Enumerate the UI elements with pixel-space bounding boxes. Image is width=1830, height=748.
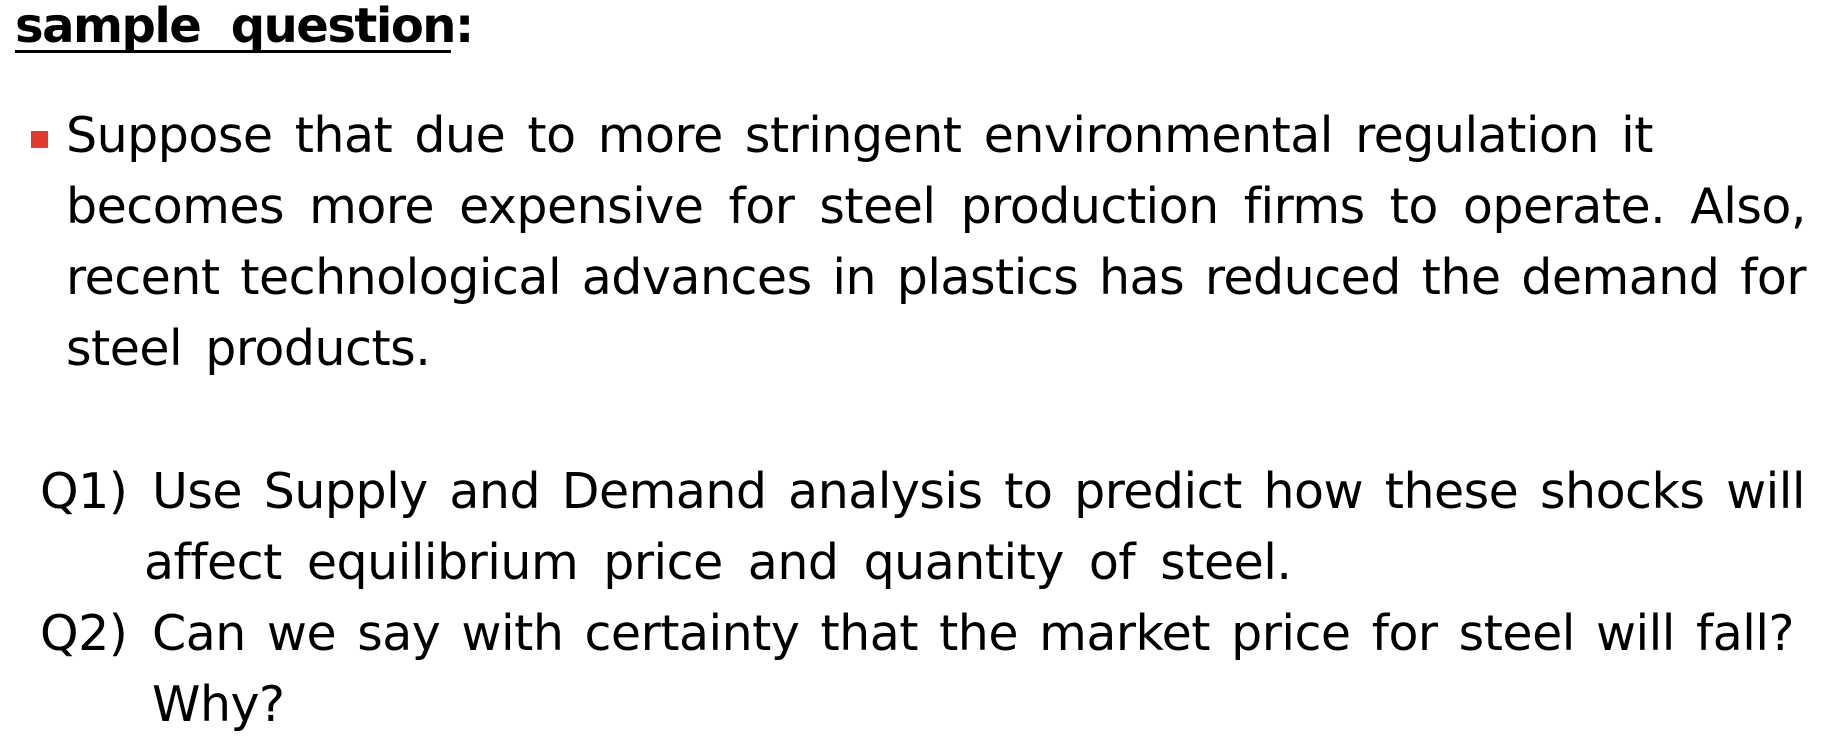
question-2-line-2: Why? (152, 676, 285, 733)
question-1-label: Q1) (40, 463, 128, 520)
question-1-line-2: affect equilibrium price and quantity of… (144, 534, 1292, 591)
title-underline (15, 50, 451, 53)
question-2-label: Q2) (40, 605, 128, 662)
question-2-line-1: Can we say with certainty that the marke… (152, 605, 1795, 662)
page-title: sample question: (15, 0, 504, 54)
scenario-line-2: becomes more expensive for steel product… (66, 178, 1807, 235)
bullet-square-icon (31, 131, 48, 148)
scenario-line-3: recent technological advances in plastic… (66, 249, 1807, 306)
scenario-line-1: Suppose that due to more stringent envir… (66, 107, 1654, 164)
question-1-line-1: Use Supply and Demand analysis to predic… (152, 463, 1806, 520)
scenario-line-4: steel products. (66, 320, 431, 377)
